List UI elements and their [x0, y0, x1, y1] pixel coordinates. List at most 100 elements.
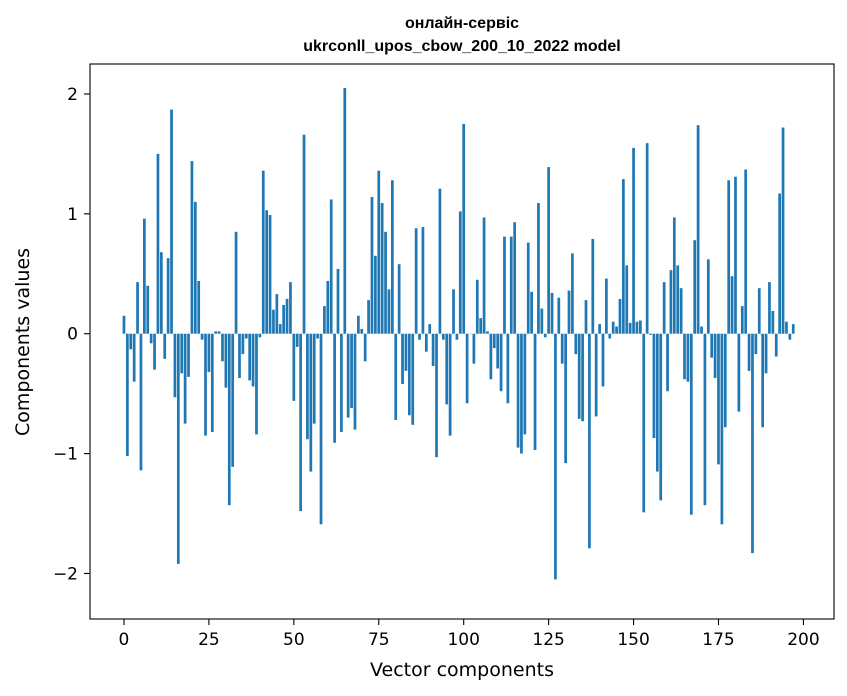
- bar-142: [605, 278, 608, 334]
- bar-119: [526, 242, 530, 334]
- chart-title: онлайн-сервіс: [405, 15, 519, 32]
- bar-66: [346, 333, 350, 418]
- bar-107: [486, 331, 489, 334]
- bar-160: [666, 333, 669, 392]
- bar-174: [713, 333, 717, 379]
- bar-24: [204, 333, 207, 436]
- bar-44: [272, 309, 275, 334]
- bar-79: [391, 180, 394, 334]
- bar-83: [404, 333, 408, 371]
- bar-0: [122, 315, 126, 334]
- bar-88: [421, 227, 425, 334]
- bar-8: [149, 333, 153, 344]
- bar-61: [329, 199, 333, 334]
- bar-9: [153, 333, 156, 370]
- bar-103: [472, 333, 476, 364]
- bar-169: [696, 125, 700, 334]
- y-axis: −2 −1 0 1 2: [53, 85, 90, 584]
- bar-2: [129, 333, 133, 350]
- bar-14: [170, 109, 173, 334]
- bar-78: [387, 289, 391, 334]
- bar-168: [693, 240, 697, 334]
- bar-52: [299, 333, 302, 512]
- bar-188: [761, 333, 765, 428]
- bar-139: [594, 333, 598, 417]
- bar-67: [350, 333, 353, 409]
- x-tick-label: 175: [702, 630, 734, 650]
- bar-20: [190, 161, 194, 334]
- bar-166: [686, 333, 690, 382]
- bar-5: [139, 333, 143, 471]
- bar-172: [706, 259, 710, 334]
- bar-164: [679, 288, 683, 334]
- bar-62: [333, 333, 336, 443]
- bar-143: [608, 333, 612, 339]
- bar-51: [295, 333, 299, 347]
- bar-22: [197, 280, 201, 334]
- bar-158: [659, 333, 663, 501]
- bar-80: [394, 333, 398, 421]
- bar-130: [564, 333, 567, 464]
- bar-74: [374, 255, 377, 334]
- bar-101: [465, 333, 469, 404]
- bar-69: [357, 315, 360, 334]
- bar-11: [159, 252, 163, 334]
- bar-159: [662, 282, 666, 334]
- bar-186: [754, 333, 758, 355]
- bar-167: [689, 333, 693, 515]
- x-tick-label: 100: [447, 630, 479, 650]
- bar-157: [655, 333, 659, 472]
- bar-53: [302, 134, 306, 334]
- bar-97: [452, 289, 455, 334]
- bar-180: [734, 176, 737, 334]
- bar-10: [156, 153, 160, 334]
- bar-43: [268, 215, 272, 334]
- bar-161: [669, 270, 673, 334]
- bar-19: [187, 333, 190, 377]
- bar-13: [166, 258, 170, 334]
- bar-126: [550, 292, 554, 334]
- bar-50: [292, 333, 296, 401]
- bars-group: [122, 87, 795, 580]
- bar-128: [557, 297, 561, 334]
- bar-135: [581, 333, 584, 422]
- bar-153: [642, 333, 646, 513]
- plot-frame: [89, 63, 835, 620]
- bar-70: [360, 328, 364, 334]
- bar-27: [214, 331, 218, 334]
- bar-124: [543, 333, 547, 338]
- bar-177: [723, 333, 727, 428]
- bar-183: [744, 169, 748, 334]
- bar-121: [533, 333, 537, 450]
- bar-118: [523, 333, 527, 435]
- bar-6: [143, 218, 146, 334]
- bar-48: [285, 298, 289, 334]
- bar-131: [567, 290, 571, 334]
- bar-134: [577, 333, 581, 419]
- bar-98: [455, 333, 459, 340]
- bar-104: [475, 279, 479, 334]
- bar-194: [781, 127, 785, 334]
- bar-163: [676, 265, 680, 334]
- bar-182: [740, 306, 744, 334]
- bar-65: [343, 87, 347, 334]
- bar-21: [193, 201, 197, 334]
- bar-39: [255, 333, 258, 435]
- bar-56: [312, 333, 316, 424]
- bar-187: [757, 288, 761, 334]
- bar-86: [414, 228, 418, 334]
- bar-137: [588, 333, 591, 549]
- bar-96: [448, 333, 452, 436]
- bar-110: [496, 333, 500, 369]
- bar-146: [618, 298, 622, 334]
- bar-181: [737, 333, 741, 412]
- bar-42: [265, 210, 269, 334]
- bar-54: [306, 333, 309, 440]
- bar-115: [513, 222, 517, 334]
- bar-127: [554, 333, 557, 580]
- bar-117: [520, 333, 523, 454]
- bar-196: [788, 333, 792, 340]
- x-tick-label: 150: [617, 630, 649, 650]
- bar-113: [506, 333, 510, 404]
